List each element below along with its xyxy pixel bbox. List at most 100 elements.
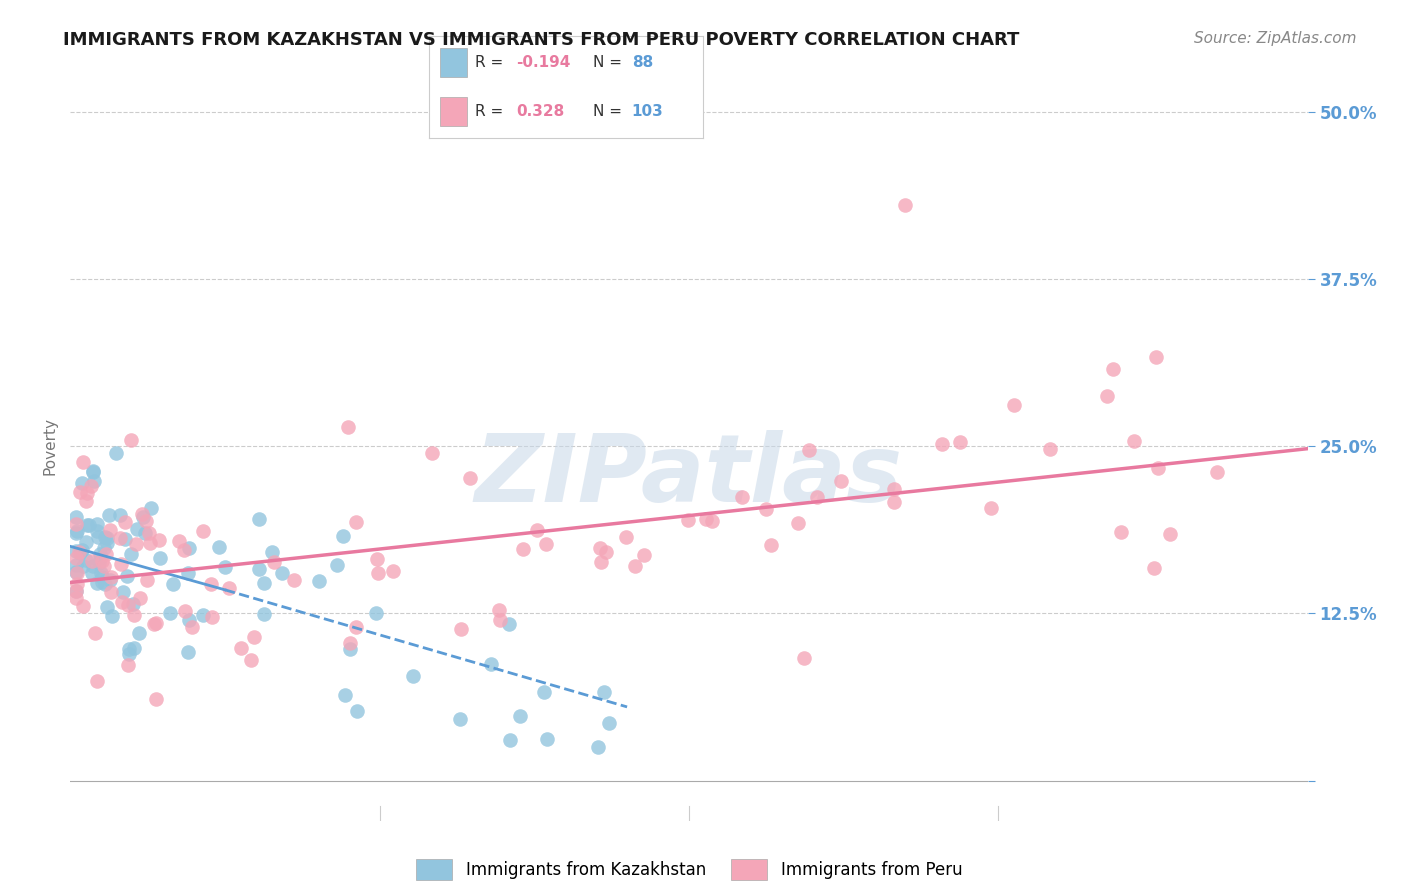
Point: [89, 547, 111, 561]
Point: [93, 541, 115, 556]
Point: [214, 559, 236, 574]
Point: [149, 550, 172, 565]
Point: [1159, 526, 1181, 541]
Point: [87, 557, 110, 571]
Point: [86, 674, 108, 689]
Point: [382, 564, 405, 578]
Point: [65, 558, 87, 572]
Point: [82, 554, 104, 568]
Point: [76, 486, 98, 500]
Text: R =: R =: [475, 54, 503, 70]
Point: [96, 536, 118, 550]
Point: [1143, 561, 1166, 575]
Point: [65, 591, 87, 606]
Point: [122, 640, 145, 655]
Point: [1038, 442, 1060, 457]
Point: [229, 640, 252, 655]
Point: [65, 566, 87, 580]
Point: [326, 558, 349, 572]
Point: [174, 604, 197, 618]
Point: [84, 626, 107, 640]
Point: [162, 577, 184, 591]
Point: [93, 558, 115, 573]
Point: [931, 437, 953, 451]
Point: [786, 516, 808, 530]
Text: 0.328: 0.328: [516, 104, 565, 120]
Point: [114, 532, 136, 546]
Point: [806, 490, 828, 504]
Point: [110, 531, 132, 545]
Point: [80, 566, 103, 580]
Point: [69, 485, 91, 500]
Point: [179, 541, 201, 555]
Point: [894, 198, 917, 212]
Point: [1146, 460, 1168, 475]
Point: [118, 641, 141, 656]
Point: [100, 570, 122, 584]
Text: ZIPatlas: ZIPatlas: [475, 430, 903, 522]
Point: [458, 470, 481, 484]
Text: R =: R =: [475, 104, 503, 120]
Point: [270, 566, 292, 581]
Bar: [440, 48, 467, 77]
Point: [449, 712, 471, 726]
Point: [260, 545, 283, 559]
Point: [339, 642, 361, 657]
Point: [98, 573, 121, 587]
Point: [65, 509, 87, 524]
Point: [93, 530, 115, 544]
Point: [1144, 350, 1167, 364]
Point: [129, 591, 152, 605]
Point: [499, 733, 522, 747]
Point: [125, 537, 148, 551]
Point: [759, 538, 782, 552]
Point: [111, 594, 134, 608]
Text: IMMIGRANTS FROM KAZAKHSTAN VS IMMIGRANTS FROM PERU POVERTY CORRELATION CHART: IMMIGRANTS FROM KAZAKHSTAN VS IMMIGRANTS…: [63, 31, 1019, 49]
Point: [86, 524, 108, 538]
Y-axis label: Poverty: Poverty: [42, 417, 58, 475]
Point: [598, 715, 620, 730]
Point: [138, 536, 160, 550]
Point: [90, 566, 112, 581]
Point: [676, 513, 699, 527]
Point: [139, 501, 162, 516]
Point: [159, 606, 181, 620]
Text: -0.194: -0.194: [516, 54, 571, 70]
Point: [181, 619, 204, 633]
Point: [339, 636, 361, 650]
Point: [731, 490, 754, 504]
Point: [526, 523, 548, 537]
Point: [616, 530, 638, 544]
Point: [333, 689, 356, 703]
Text: N =: N =: [593, 54, 623, 70]
Point: [191, 524, 214, 538]
Point: [242, 630, 264, 644]
Point: [127, 522, 149, 536]
Point: [592, 685, 614, 699]
Point: [83, 475, 105, 489]
Point: [173, 543, 195, 558]
Point: [883, 495, 905, 509]
Point: [91, 570, 114, 584]
Point: [533, 685, 555, 699]
Point: [122, 597, 145, 611]
Point: [177, 645, 200, 659]
Point: [332, 529, 354, 543]
Point: [1101, 362, 1123, 376]
Point: [114, 515, 136, 529]
Point: [65, 583, 87, 598]
Point: [72, 559, 94, 574]
Point: [98, 524, 121, 538]
Point: [167, 534, 190, 549]
Point: [75, 493, 97, 508]
Point: [90, 574, 112, 589]
Point: [96, 600, 118, 615]
Point: [67, 545, 90, 559]
Point: [1097, 389, 1119, 403]
Point: [117, 658, 139, 673]
Point: [420, 446, 443, 460]
Point: [96, 532, 118, 546]
Point: [65, 543, 87, 558]
Point: [402, 669, 425, 683]
Point: [135, 514, 157, 528]
